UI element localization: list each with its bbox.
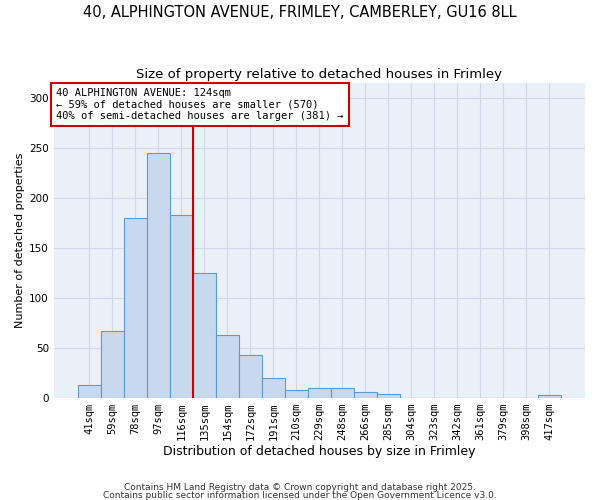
Bar [308,388,331,398]
Bar [78,385,101,398]
Bar [170,215,193,398]
Text: Contains public sector information licensed under the Open Government Licence v3: Contains public sector information licen… [103,490,497,500]
Bar [193,273,216,398]
Bar [377,394,400,398]
Bar [124,218,147,398]
Bar [101,331,124,398]
X-axis label: Distribution of detached houses by size in Frimley: Distribution of detached houses by size … [163,444,476,458]
Bar [147,153,170,398]
Y-axis label: Number of detached properties: Number of detached properties [15,153,25,328]
Bar [262,378,285,398]
Bar [216,335,239,398]
Bar [285,390,308,398]
Text: Contains HM Land Registry data © Crown copyright and database right 2025.: Contains HM Land Registry data © Crown c… [124,484,476,492]
Text: 40 ALPHINGTON AVENUE: 124sqm
← 59% of detached houses are smaller (570)
40% of s: 40 ALPHINGTON AVENUE: 124sqm ← 59% of de… [56,88,344,121]
Bar [354,392,377,398]
Bar [239,355,262,398]
Title: Size of property relative to detached houses in Frimley: Size of property relative to detached ho… [136,68,502,80]
Text: 40, ALPHINGTON AVENUE, FRIMLEY, CAMBERLEY, GU16 8LL: 40, ALPHINGTON AVENUE, FRIMLEY, CAMBERLE… [83,5,517,20]
Bar [538,395,561,398]
Bar [331,388,354,398]
